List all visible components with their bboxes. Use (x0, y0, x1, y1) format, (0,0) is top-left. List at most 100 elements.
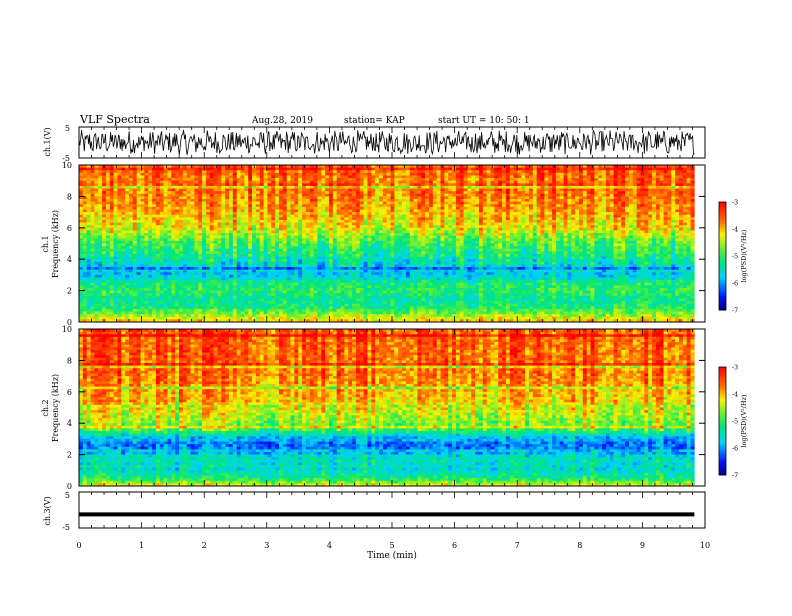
spectrogram-cell (348, 183, 352, 186)
spectrogram-cell (110, 183, 114, 186)
spectrogram-cell (510, 181, 514, 184)
spectrogram-cell (679, 230, 683, 233)
spectrogram-cell (521, 212, 525, 215)
spectrogram-cell (391, 191, 395, 194)
spectrogram-cell (394, 173, 398, 176)
spectrogram-cell (429, 170, 433, 173)
spectrogram-cell (121, 228, 125, 231)
spectrogram-cell (379, 215, 383, 218)
spectrogram-cell (87, 223, 91, 226)
spectrogram-cell (383, 196, 387, 199)
spectrogram-cell (79, 186, 83, 189)
spectrogram-cell (314, 168, 318, 171)
spectrogram-cell (202, 230, 206, 233)
spectrogram-cell (660, 217, 664, 220)
spectrogram-cell (633, 202, 637, 205)
spectrogram-cell (421, 220, 425, 223)
spectrogram-cell (548, 204, 552, 207)
spectrogram-cell (625, 228, 629, 231)
spectrogram-cell (360, 173, 364, 176)
spectrogram-cell (248, 207, 252, 210)
spectrogram-cell (498, 215, 502, 218)
spectrogram-cell (137, 225, 141, 228)
spectrogram-cell (425, 236, 429, 239)
spectrogram-cell (391, 175, 395, 178)
spectrogram-cell (291, 202, 295, 205)
spectrogram-cell (317, 212, 321, 215)
spectrogram-cell (87, 204, 91, 207)
spectrogram-cell (656, 183, 660, 186)
spectrogram-cell (252, 233, 256, 236)
spectrogram-cell (506, 209, 510, 212)
spectrogram-cell (302, 215, 306, 218)
spectrogram-cell (217, 225, 221, 228)
spectrogram-cell (229, 173, 233, 176)
spectrogram-cell (575, 181, 579, 184)
spectrogram-cell (94, 186, 98, 189)
spectrogram-cell (644, 207, 648, 210)
spectrogram-cell (271, 207, 275, 210)
spectrogram-cell (456, 228, 460, 231)
spectrogram-cell (671, 168, 675, 171)
spectrogram-cell (252, 178, 256, 181)
spectrogram-cell (456, 199, 460, 202)
spectrogram-cell (594, 207, 598, 210)
spectrogram-cell (479, 225, 483, 228)
spectrogram-cell (387, 178, 391, 181)
spectrogram-cell (587, 241, 591, 244)
spectrogram-cell (121, 217, 125, 220)
spectrogram-cell (271, 225, 275, 228)
spectrogram-cell (206, 225, 210, 228)
spectrogram-cell (683, 220, 687, 223)
spectrogram-cell (264, 244, 268, 247)
spectrogram-cell (191, 236, 195, 239)
spectrogram-cell (294, 207, 298, 210)
spectrogram-cell (210, 199, 214, 202)
spectrogram-cell (106, 186, 110, 189)
spectrogram-cell (410, 199, 414, 202)
spectrogram-cell (221, 183, 225, 186)
spectrogram-cell (491, 223, 495, 226)
spectrogram-cell (94, 233, 98, 236)
spectrogram-cell (429, 241, 433, 244)
spectrogram-cell (675, 194, 679, 197)
spectrogram-cell (560, 202, 564, 205)
spectrogram-cell (148, 212, 152, 215)
spectrogram-cell (625, 225, 629, 228)
spectrogram-cell (394, 204, 398, 207)
spectrogram-cell (160, 202, 164, 205)
spectrogram-cell (194, 175, 198, 178)
spectrogram-cell (187, 183, 191, 186)
spectrogram-cell (641, 175, 645, 178)
spectrogram-cell (525, 209, 529, 212)
spectrogram-cell (579, 189, 583, 192)
spectrogram-cell (664, 212, 668, 215)
spectrogram-cell (294, 228, 298, 231)
spectrogram-cell (421, 207, 425, 210)
spectrogram-cell (425, 212, 429, 215)
spectrogram-cell (102, 244, 106, 247)
spectrogram-cell (356, 183, 360, 186)
spectrogram-cell (379, 209, 383, 212)
spectrogram-cell (410, 189, 414, 192)
spectrogram-cell (175, 217, 179, 220)
spectrogram-cell (510, 191, 514, 194)
spectrogram-cell (187, 173, 191, 176)
spectrogram-cell (514, 194, 518, 197)
spectrogram-cell (579, 173, 583, 176)
spectrogram-cell (460, 207, 464, 210)
spectrogram-cell (314, 204, 318, 207)
spectrogram-cell (494, 244, 498, 247)
spectrogram-cell (344, 170, 348, 173)
spectrogram-cell (410, 238, 414, 241)
spectrogram-cell (267, 202, 271, 205)
spectrogram-cell (387, 225, 391, 228)
spectrogram-cell (79, 170, 83, 173)
spectrogram-cell (198, 220, 202, 223)
spectrogram-cell (687, 233, 691, 236)
spectrogram-cell (114, 199, 118, 202)
spectrogram-cell (217, 168, 221, 171)
spectrogram-cell (610, 191, 614, 194)
spectrogram-cell (125, 189, 129, 192)
spectrogram-cell (325, 207, 329, 210)
